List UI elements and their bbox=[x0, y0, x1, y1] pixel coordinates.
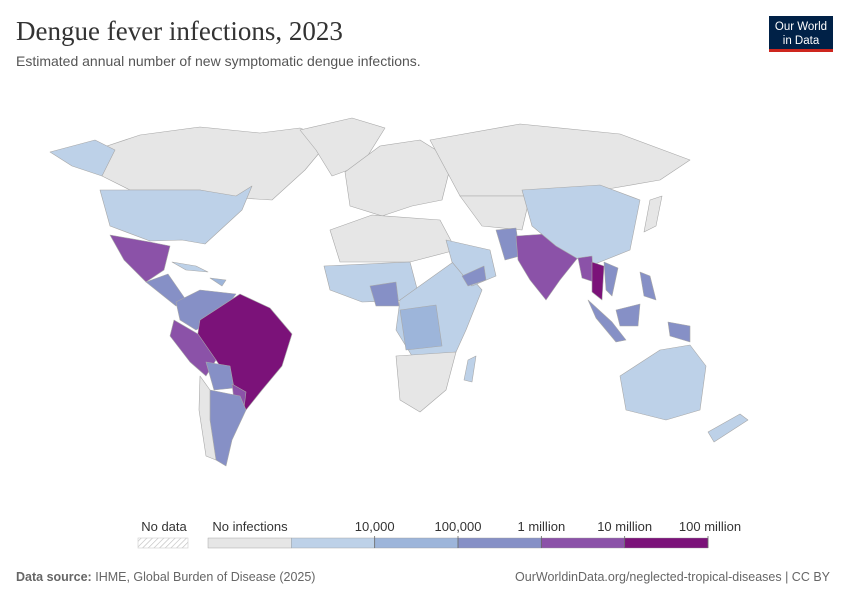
source-label: Data source: bbox=[16, 570, 92, 584]
country bbox=[94, 126, 331, 201]
subtitle: Estimated annual number of new symptomat… bbox=[16, 53, 421, 69]
country bbox=[577, 255, 595, 283]
country bbox=[429, 123, 691, 197]
country bbox=[707, 413, 749, 443]
country bbox=[643, 195, 663, 233]
logo-text: Our World bbox=[775, 21, 827, 33]
legend-label: No infections bbox=[212, 519, 288, 534]
legend-swatch bbox=[291, 537, 375, 549]
country bbox=[344, 139, 453, 217]
country bbox=[587, 299, 627, 343]
country bbox=[591, 261, 605, 301]
legend-swatch bbox=[457, 537, 542, 549]
logo-box bbox=[769, 16, 833, 50]
country bbox=[198, 375, 217, 461]
country bbox=[209, 277, 227, 287]
legend-label: 100 million bbox=[679, 519, 741, 534]
logo-text: in Data bbox=[783, 35, 820, 47]
legend-label: 10 million bbox=[597, 519, 652, 534]
country bbox=[169, 319, 217, 377]
country bbox=[395, 351, 457, 413]
country bbox=[615, 303, 641, 327]
country bbox=[49, 139, 116, 177]
source-url[interactable]: OurWorldinData.org/neglected-tropical-di… bbox=[515, 570, 831, 584]
title: Dengue fever infections, 2023 bbox=[16, 16, 343, 46]
country bbox=[667, 321, 691, 343]
country bbox=[205, 361, 235, 391]
source-text: IHME, Global Burden of Disease (2025) bbox=[95, 570, 315, 584]
legend-label: No data bbox=[141, 519, 187, 534]
legend: No data No infections 10,000 100,000 1 mil… bbox=[137, 519, 741, 549]
country bbox=[603, 261, 619, 297]
legend-swatch bbox=[207, 537, 292, 549]
map bbox=[49, 117, 749, 467]
country bbox=[639, 271, 657, 301]
legend-label: 100,000 bbox=[435, 519, 482, 534]
logo-underline bbox=[769, 49, 833, 52]
country bbox=[463, 355, 477, 383]
country bbox=[461, 265, 487, 287]
country bbox=[171, 261, 209, 273]
source: Data source: IHME, Global Burden of Dise… bbox=[16, 570, 315, 584]
legend-swatch bbox=[374, 537, 459, 549]
no-data-swatch bbox=[137, 537, 189, 549]
country bbox=[399, 304, 443, 351]
country bbox=[329, 214, 457, 263]
legend-swatch bbox=[541, 537, 625, 549]
legend-label: 1 million bbox=[517, 519, 565, 534]
logo[interactable]: Our World in Data bbox=[769, 16, 833, 52]
country bbox=[99, 185, 253, 245]
legend-label: 10,000 bbox=[355, 519, 395, 534]
country bbox=[109, 234, 171, 283]
country bbox=[369, 281, 400, 307]
legend-swatch bbox=[624, 537, 709, 549]
country bbox=[521, 184, 641, 267]
country bbox=[459, 195, 531, 231]
country bbox=[619, 344, 707, 421]
